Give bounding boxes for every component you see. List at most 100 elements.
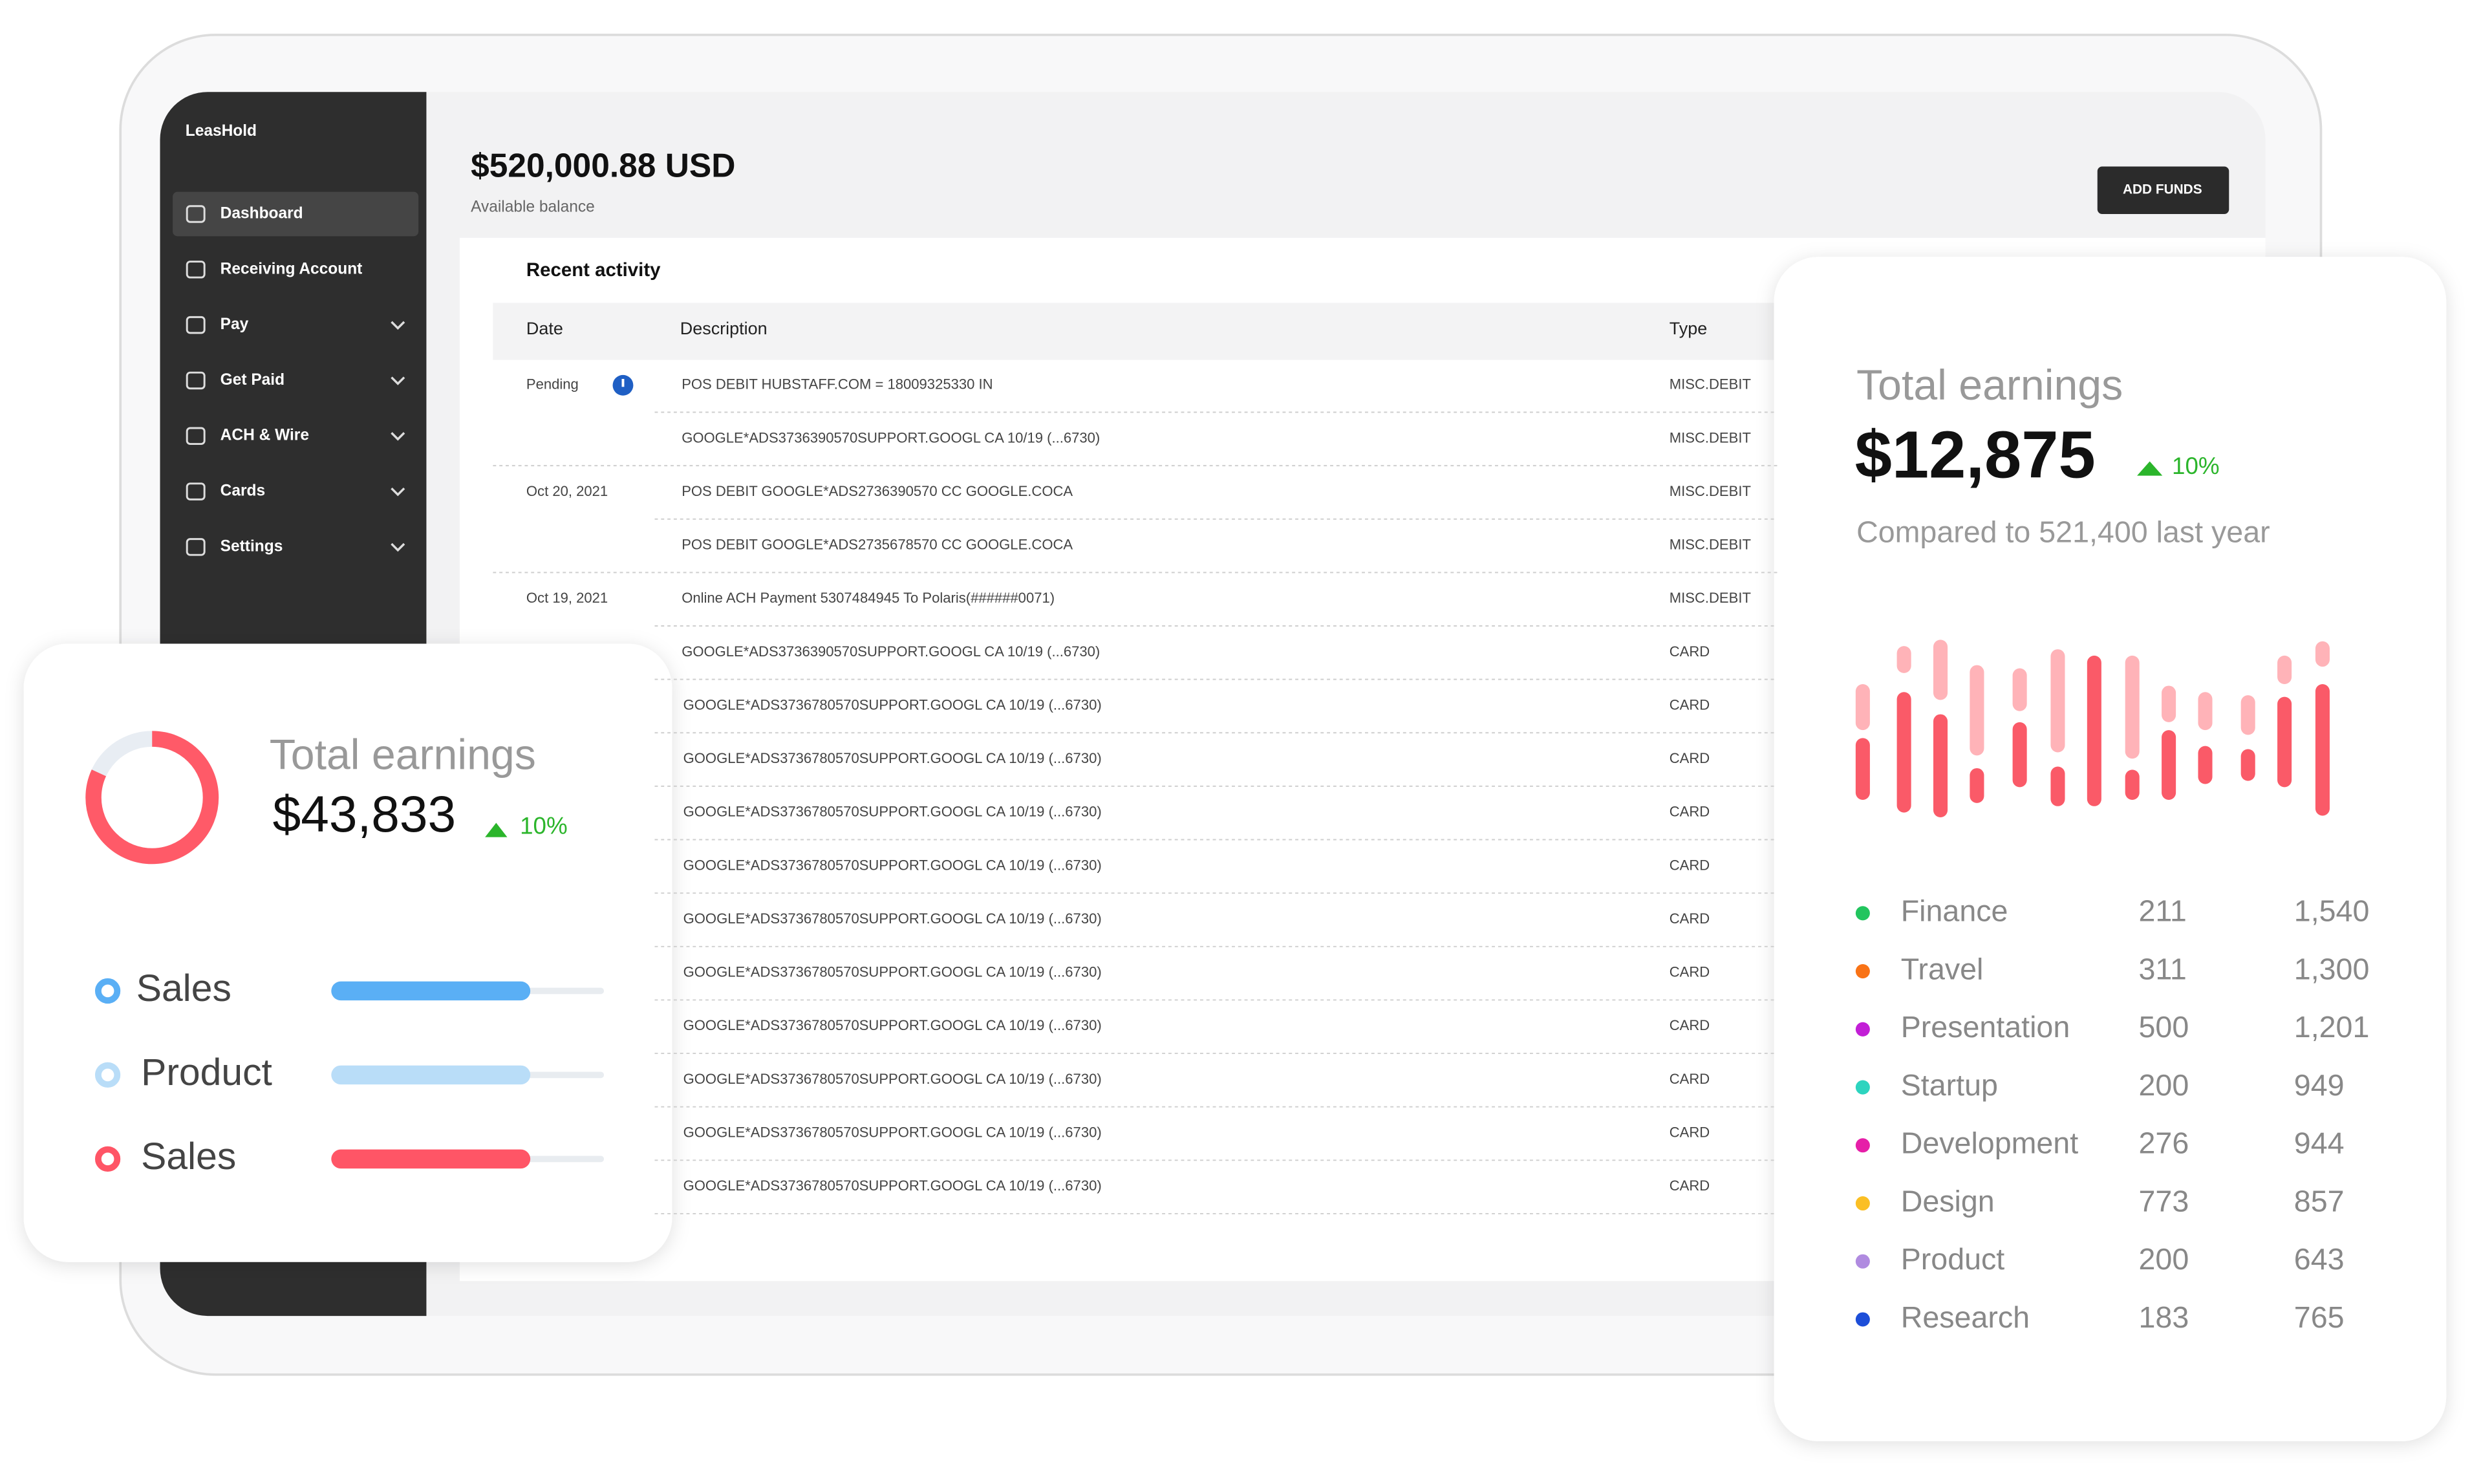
decorative-bars-light xyxy=(1855,640,2330,759)
row-description: GOOGLE*ADS3736780570SUPPORT.GOOGL CA 10/… xyxy=(683,910,1102,927)
row-description: GOOGLE*ADS3736780570SUPPORT.GOOGL CA 10/… xyxy=(683,696,1102,713)
legend-label: Sales xyxy=(136,967,231,1009)
category-name: Finance xyxy=(1901,894,2008,928)
row-type: CARD xyxy=(1670,643,1710,660)
row-description: GOOGLE*ADS3736780570SUPPORT.GOOGL CA 10/… xyxy=(683,1071,1102,1087)
nav-item[interactable]: Dashboard xyxy=(220,204,303,222)
decorative-bars-dark xyxy=(1855,655,2330,817)
category-total: 1,300 xyxy=(2294,952,2370,985)
category-total: 857 xyxy=(2294,1184,2345,1218)
category-dot xyxy=(1855,1080,1870,1095)
progress-bar xyxy=(331,981,531,1001)
balance-label: Available balance xyxy=(471,199,595,216)
category-dot xyxy=(1855,964,1870,979)
progress-bar xyxy=(331,1065,531,1085)
row-type: MISC.DEBIT xyxy=(1670,590,1751,606)
row-description: POS DEBIT GOOGLE*ADS2736390570 CC GOOGLE… xyxy=(682,483,1073,499)
card-title: Total earnings xyxy=(1856,361,2123,409)
row-description: POS DEBIT GOOGLE*ADS2735678570 CC GOOGLE… xyxy=(682,537,1073,553)
card-title: Total earnings xyxy=(270,731,536,779)
category-count: 200 xyxy=(2139,1068,2189,1102)
category-dot xyxy=(1855,1254,1870,1269)
nav-chevron[interactable] xyxy=(391,487,405,497)
category-count: 773 xyxy=(2139,1184,2189,1218)
category-name: Research xyxy=(1901,1300,2030,1334)
row-type: CARD xyxy=(1670,910,1710,927)
category-total: 765 xyxy=(2294,1300,2345,1334)
add-funds-label[interactable]: ADD FUNDS xyxy=(2123,182,2202,197)
nav-icon xyxy=(186,261,206,279)
category-dot xyxy=(1855,1196,1870,1211)
nav-icon xyxy=(186,427,206,446)
card-change: 10% xyxy=(2172,453,2220,479)
row-type: MISC.DEBIT xyxy=(1670,376,1751,393)
row-description: POS DEBIT HUBSTAFF.COM = 18009325330 IN xyxy=(682,376,993,393)
nav-chevron[interactable] xyxy=(391,432,405,441)
category-count: 200 xyxy=(2139,1242,2189,1276)
row-description: GOOGLE*ADS3736780570SUPPORT.GOOGL CA 10/… xyxy=(683,1124,1102,1140)
row-type: CARD xyxy=(1670,1017,1710,1033)
nav-icon xyxy=(186,538,206,556)
nav-chevron[interactable] xyxy=(391,543,405,552)
add-funds-button[interactable] xyxy=(2097,166,2229,215)
legend-label: Product xyxy=(141,1051,272,1093)
column-header: Description xyxy=(680,319,768,338)
nav-item[interactable]: ACH & Wire xyxy=(220,427,309,444)
nav-icon xyxy=(186,371,206,390)
category-name: Startup xyxy=(1901,1068,1998,1102)
category-count: 211 xyxy=(2139,894,2187,928)
category-total: 643 xyxy=(2294,1242,2345,1276)
row-date: Oct 20, 2021 xyxy=(526,483,608,499)
right-card xyxy=(1774,257,2447,1441)
nav-item[interactable]: Cards xyxy=(220,482,265,500)
legend-dot xyxy=(94,1062,121,1088)
row-type: CARD xyxy=(1670,696,1710,713)
card-value: $43,833 xyxy=(273,786,456,843)
nav-item[interactable]: Get Paid xyxy=(220,371,285,389)
row-type: CARD xyxy=(1670,857,1710,873)
category-name: Presentation xyxy=(1901,1010,2070,1044)
row-type: MISC.DEBIT xyxy=(1670,483,1751,499)
nav-item[interactable]: Pay xyxy=(220,316,249,333)
balance: $520,000.88 USD xyxy=(471,147,735,184)
category-dot xyxy=(1855,1022,1870,1037)
category-count: 500 xyxy=(2139,1010,2189,1044)
row-description: GOOGLE*ADS3736780570SUPPORT.GOOGL CA 10/… xyxy=(683,1178,1102,1194)
row-type: MISC.DEBIT xyxy=(1670,429,1751,446)
row-description: GOOGLE*ADS3736780570SUPPORT.GOOGL CA 10/… xyxy=(683,1017,1102,1033)
legend-dot xyxy=(94,978,121,1004)
left-card xyxy=(23,643,672,1262)
row-date: Pending xyxy=(526,376,579,393)
legend-label: Sales xyxy=(141,1135,236,1178)
category-count: 311 xyxy=(2139,952,2187,985)
category-name: Design xyxy=(1901,1184,1995,1218)
column-header: Date xyxy=(526,319,563,338)
column-header: Type xyxy=(1670,319,1707,338)
up-arrow xyxy=(485,823,508,837)
up-arrow xyxy=(2137,461,2163,476)
nav-chevron[interactable] xyxy=(391,321,405,330)
legend-dot xyxy=(94,1146,121,1172)
row-type: CARD xyxy=(1670,750,1710,766)
category-dot xyxy=(1855,906,1870,921)
progress-bar xyxy=(331,1149,531,1169)
row-description: GOOGLE*ADS3736390570SUPPORT.GOOGL CA 10/… xyxy=(682,429,1100,446)
row-description: GOOGLE*ADS3736780570SUPPORT.GOOGL CA 10/… xyxy=(683,857,1102,873)
row-description: GOOGLE*ADS3736780570SUPPORT.GOOGL CA 10/… xyxy=(683,964,1102,980)
nav-chevron[interactable] xyxy=(391,376,405,385)
row-description: GOOGLE*ADS3736780570SUPPORT.GOOGL CA 10/… xyxy=(683,804,1102,820)
card-value: $12,875 xyxy=(1855,417,2096,491)
row-type: CARD xyxy=(1670,1124,1710,1140)
nav-item[interactable]: Receiving Account xyxy=(220,260,363,277)
info-icon-mark xyxy=(621,379,625,387)
nav-item[interactable]: Settings xyxy=(220,537,283,555)
category-name: Development xyxy=(1901,1126,2079,1160)
activity-title: Recent activity xyxy=(526,259,661,281)
donut-arc xyxy=(85,731,219,865)
category-total: 1,201 xyxy=(2294,1010,2370,1044)
category-count: 276 xyxy=(2139,1126,2189,1160)
row-type: CARD xyxy=(1670,1178,1710,1194)
category-total: 1,540 xyxy=(2294,894,2370,928)
